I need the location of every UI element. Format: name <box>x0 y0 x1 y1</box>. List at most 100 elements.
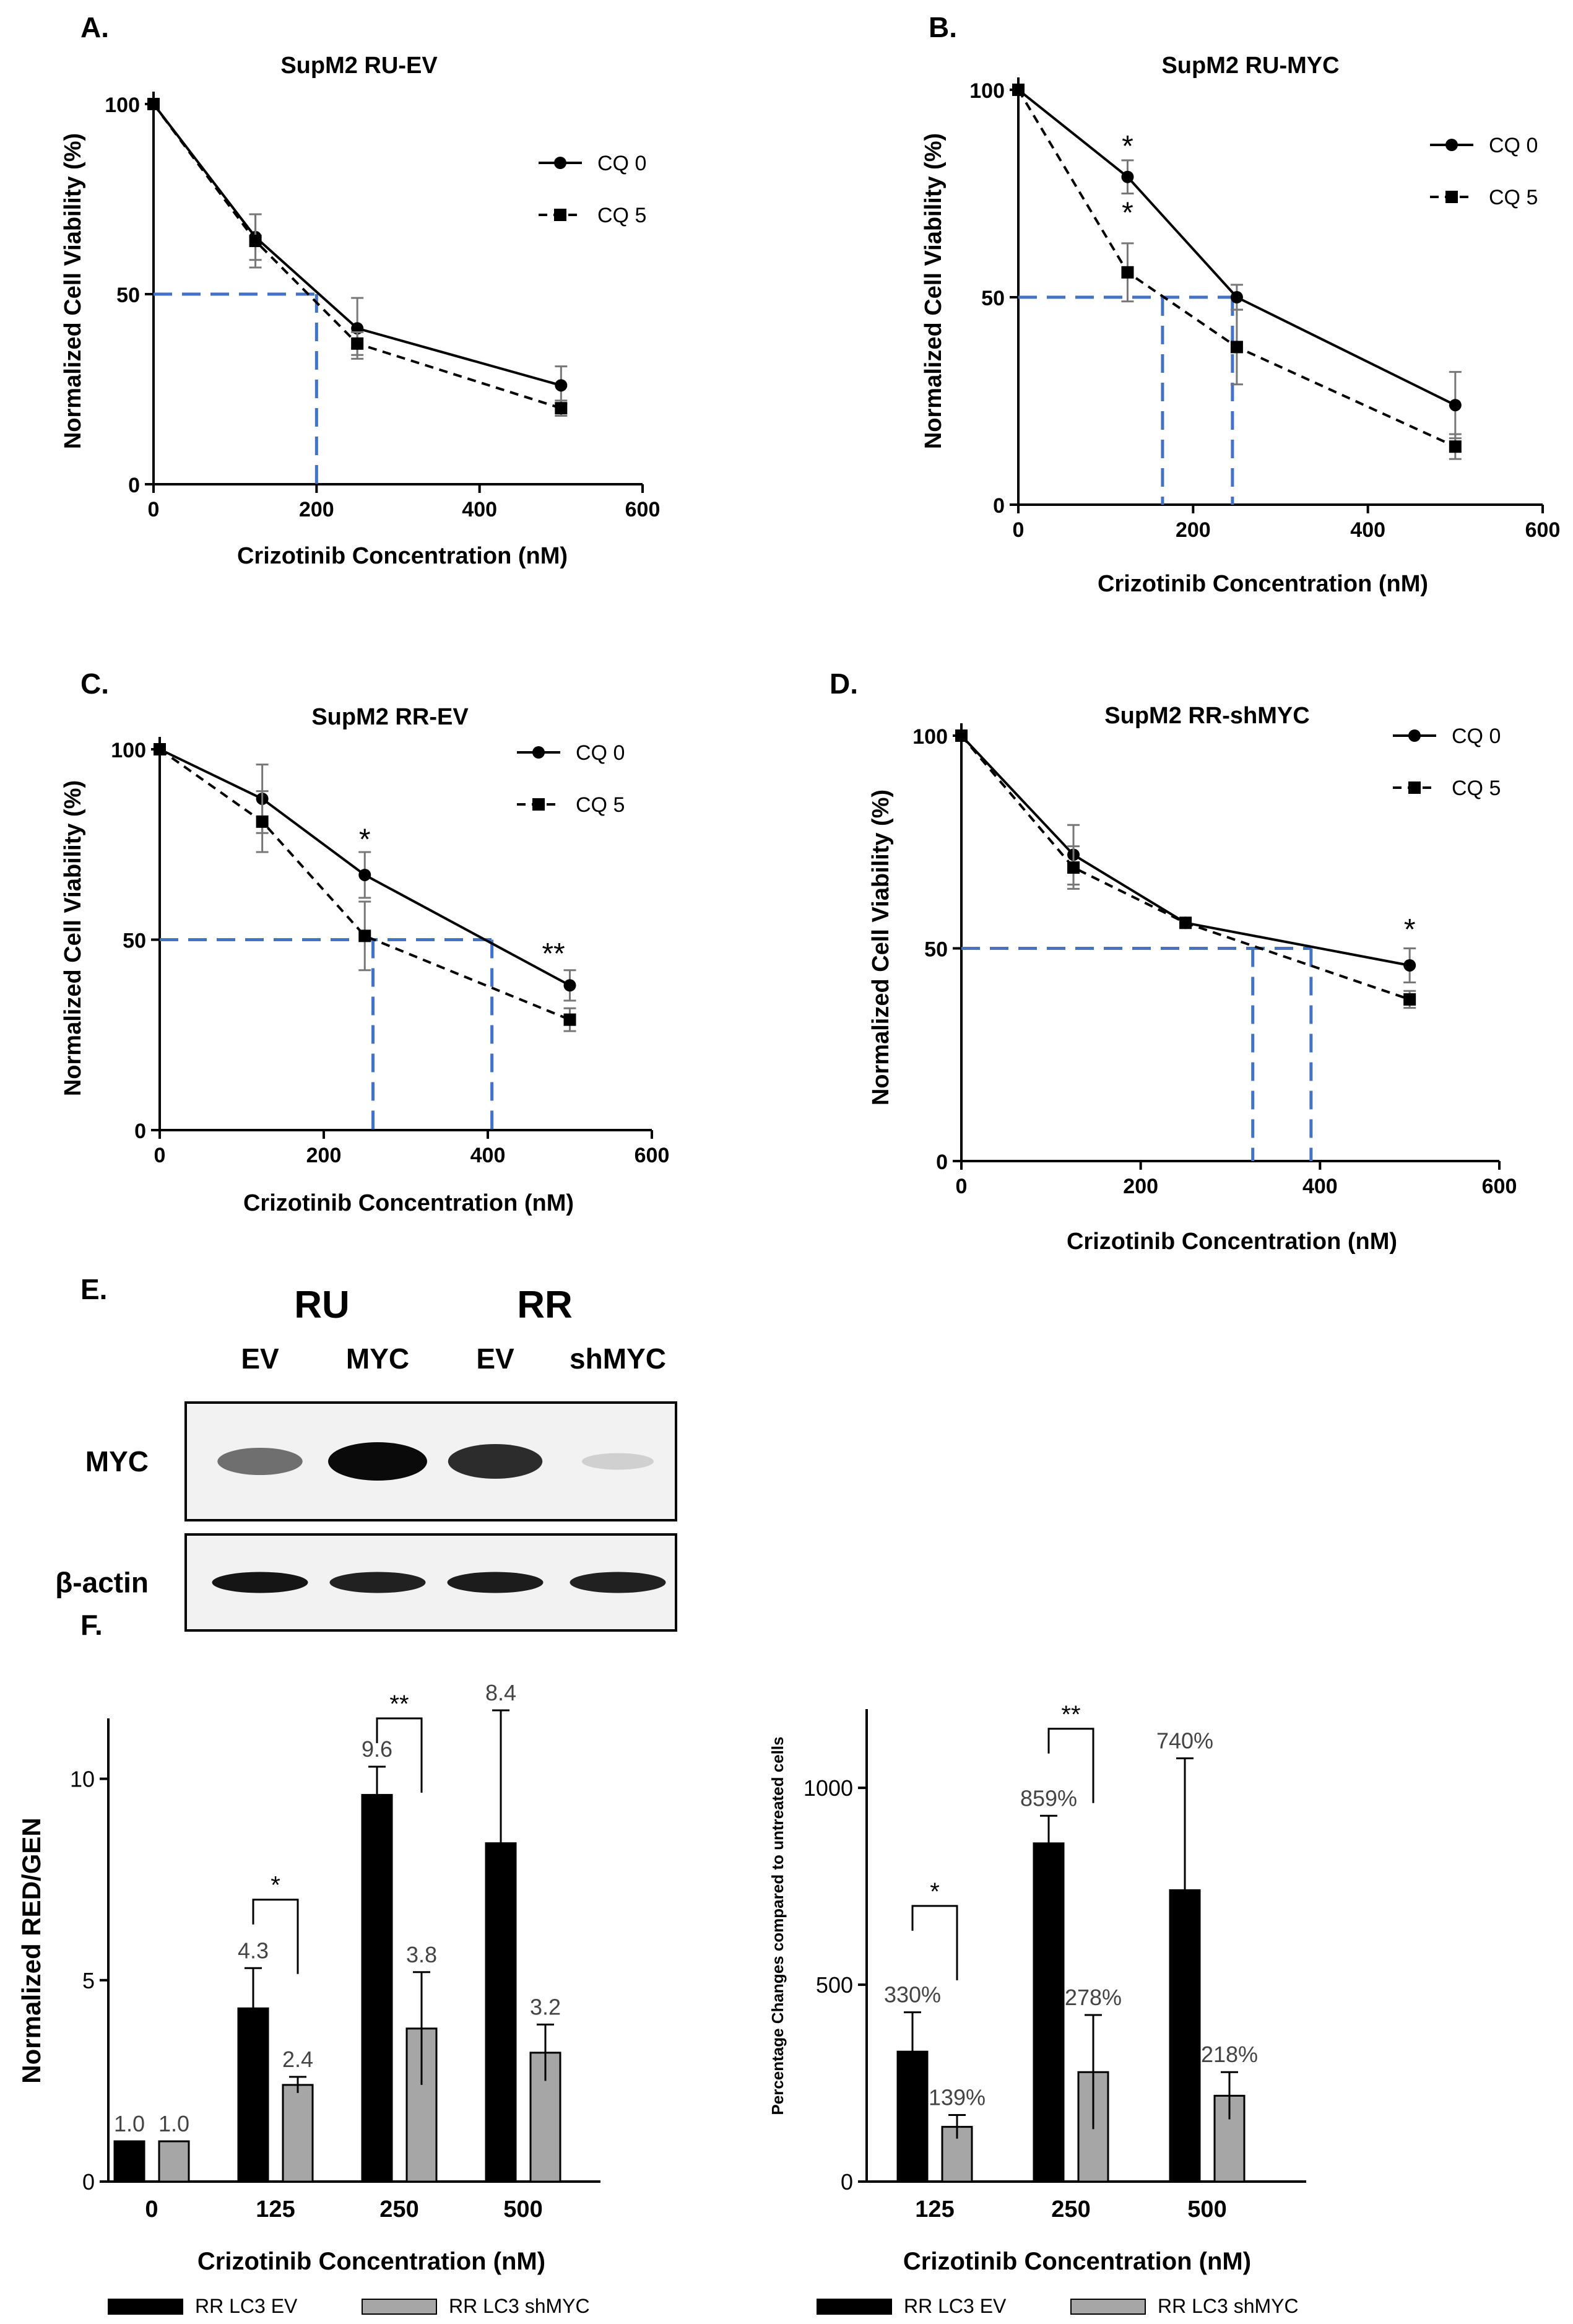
x-tick-label: 600 <box>635 1144 670 1167</box>
significance-mark: ** <box>542 938 565 970</box>
bar-data-label: 3.2 <box>530 1994 561 2019</box>
legend-label: CQ 5 <box>1452 777 1501 800</box>
bar <box>361 1794 393 2183</box>
bar <box>1033 1842 1065 2183</box>
y-tick-label: 0 <box>134 1120 146 1143</box>
series-line <box>960 734 1410 1001</box>
x-tick-label: 0 <box>1013 518 1025 542</box>
y-tick-label: 100 <box>912 725 948 749</box>
data-point <box>154 743 166 755</box>
chart-title: SupM2 RR-EV <box>311 704 469 730</box>
bar-data-label: 8.4 <box>485 1680 516 1705</box>
panel-letter: F. <box>80 1609 103 1641</box>
legend-label: CQ 0 <box>597 152 646 175</box>
data-point <box>351 337 364 350</box>
data-point <box>955 729 968 742</box>
bar-data-label: 4.3 <box>238 1938 269 1963</box>
x-axis-label: Crizotinib Concentration (nM) <box>243 1190 574 1216</box>
data-point <box>1449 399 1462 412</box>
data-point <box>147 98 160 110</box>
x-tick-label: 500 <box>1187 2196 1226 2222</box>
data-point <box>563 979 576 992</box>
y-tick-label: 1000 <box>804 1775 853 1801</box>
y-tick-label: 0 <box>936 1151 948 1174</box>
legend-marker <box>1445 139 1458 151</box>
x-tick-label: 600 <box>625 498 661 521</box>
legend-swatch <box>108 2299 183 2315</box>
significance-mark: ** <box>389 1691 409 1718</box>
x-tick-label: 400 <box>462 498 497 521</box>
significance-mark: * <box>1122 196 1133 229</box>
blot-lane-label: MYC <box>346 1343 409 1375</box>
x-tick-label: 250 <box>379 2196 418 2222</box>
blot-row-label: β-actin <box>55 1567 149 1599</box>
chart-title: SupM2 RR-shMYC <box>1104 703 1309 729</box>
blot-lane-label: EV <box>476 1343 514 1375</box>
panel-letter: C. <box>80 668 109 700</box>
x-tick-label: 125 <box>915 2196 954 2222</box>
legend-label: RR LC3 shMYC <box>1158 2295 1299 2317</box>
blot-band <box>328 1442 427 1481</box>
series-line <box>1017 89 1456 448</box>
series-line <box>159 748 571 987</box>
y-axis-label: Normalized Cell Viability (%) <box>60 133 86 449</box>
legend-marker <box>1408 729 1421 742</box>
bar-data-label: 278% <box>1065 1985 1122 2010</box>
series-line <box>152 103 561 387</box>
y-tick-label: 0 <box>993 494 1005 518</box>
x-tick-label: 500 <box>503 2196 542 2222</box>
blot-group-label: RU <box>294 1284 350 1326</box>
data-point <box>1121 266 1134 279</box>
panel-letter: B. <box>929 11 957 43</box>
significance-bracket <box>376 1717 423 1793</box>
legend-marker <box>532 798 545 811</box>
y-tick-label: 50 <box>924 938 948 962</box>
bar <box>282 2084 314 2183</box>
x-tick-label: 200 <box>306 1144 342 1167</box>
blot-lane-label: EV <box>241 1343 279 1375</box>
blot-band <box>447 1572 544 1593</box>
significance-bracket <box>1047 1728 1094 1803</box>
significance-mark: * <box>1122 130 1133 163</box>
x-axis-label: Crizotinib Concentration (nM) <box>1098 571 1428 597</box>
blot-band <box>570 1572 666 1593</box>
blot-band <box>212 1572 308 1593</box>
blot-band <box>217 1448 303 1475</box>
data-point <box>358 868 371 881</box>
legend-swatch <box>817 2299 892 2315</box>
bar-data-label: 330% <box>884 1982 941 2008</box>
y-tick-label: 100 <box>969 79 1005 103</box>
legend-marker <box>1445 191 1458 203</box>
x-tick-label: 200 <box>299 498 334 521</box>
series-line <box>158 748 571 1021</box>
y-axis-label: Normalized Cell Viability (%) <box>921 133 947 449</box>
bar-data-label: 859% <box>1020 1785 1077 1811</box>
y-tick-label: 0 <box>841 2169 853 2195</box>
y-tick-label: 50 <box>981 287 1005 310</box>
significance-mark: * <box>1404 913 1416 946</box>
x-tick-label: 200 <box>1176 518 1211 542</box>
x-axis-label: Crizotinib Concentration (nM) <box>237 543 568 569</box>
legend-label: CQ 5 <box>597 204 646 227</box>
y-axis-label: Normalized RED/GEN <box>17 1817 46 2083</box>
x-tick-label: 600 <box>1525 518 1561 542</box>
bar-data-label: 1.0 <box>158 2111 189 2136</box>
data-point <box>563 1013 576 1026</box>
x-tick-label: 0 <box>148 498 160 521</box>
significance-mark: * <box>359 823 371 856</box>
data-point <box>1403 959 1416 972</box>
bar-data-label: 218% <box>1201 2042 1258 2067</box>
x-tick-label: 0 <box>956 1175 968 1198</box>
legend-label: RR LC3 shMYC <box>449 2295 590 2317</box>
bar <box>158 2140 190 2183</box>
chart-title: SupM2 RU-EV <box>280 53 438 79</box>
series-line <box>960 734 1410 967</box>
panel-letter: A. <box>80 11 109 43</box>
data-point <box>358 929 371 942</box>
x-axis-label: Crizotinib Concentration (nM) <box>1067 1229 1397 1255</box>
legend-label: CQ 5 <box>1489 186 1538 209</box>
blot-lane-label: shMYC <box>570 1343 666 1375</box>
legend-marker <box>554 209 566 221</box>
legend-marker <box>1408 781 1421 794</box>
